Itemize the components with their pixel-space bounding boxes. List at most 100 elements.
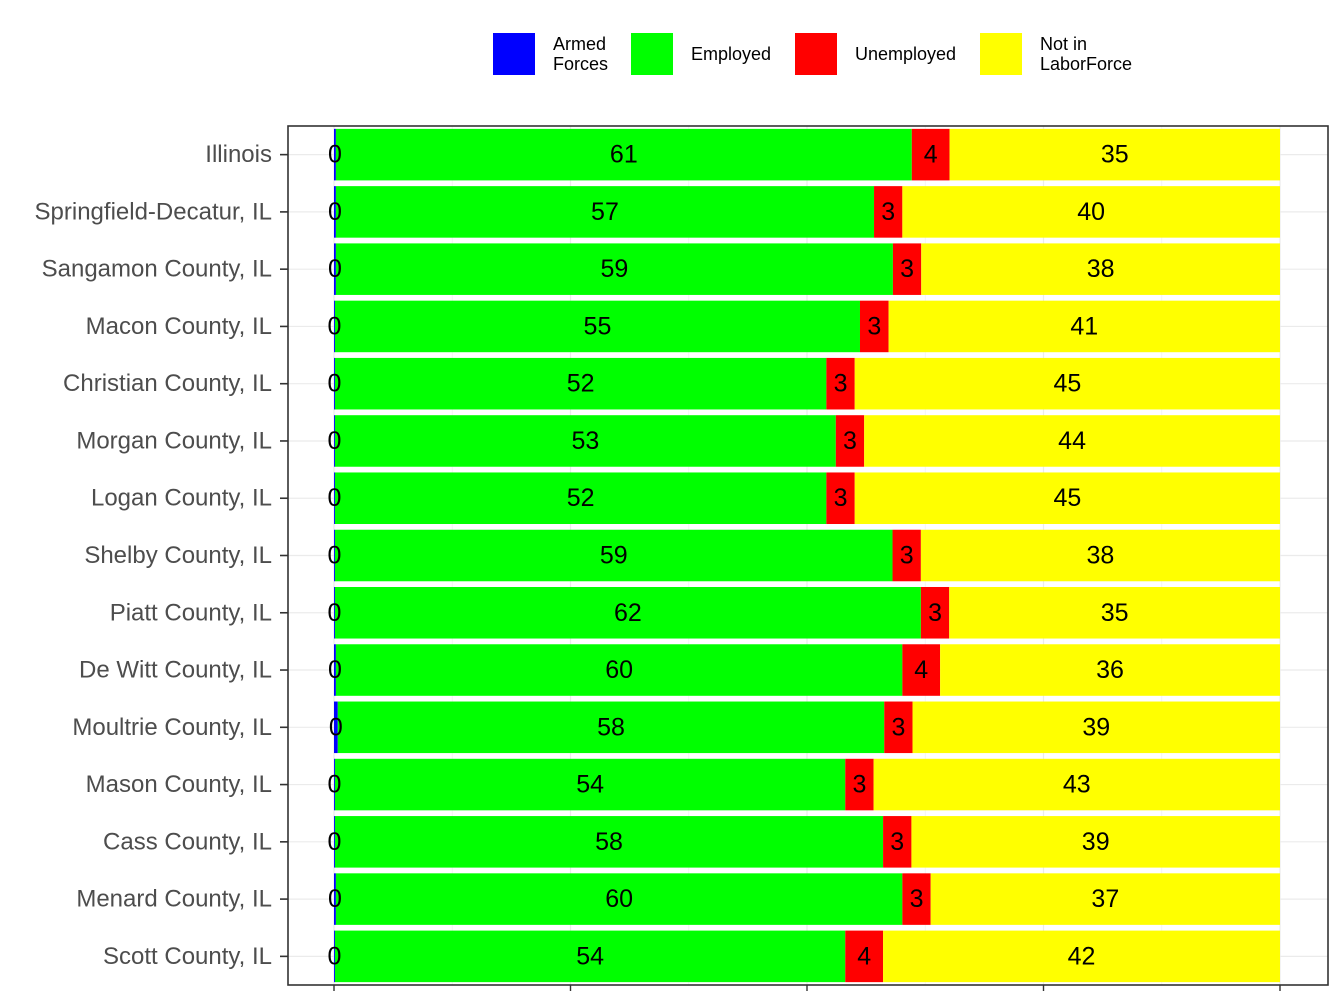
data-label-not-in-laborforce-piatt-county-il: 35: [1101, 599, 1129, 627]
data-label-employed-sangamon-county-il: 59: [600, 255, 628, 283]
bar-employed-sangamon-county-il: [335, 243, 893, 295]
data-label-employed-morgan-county-il: 53: [571, 427, 599, 455]
bar-not-in-laborforce-christian-county-il: [854, 357, 1280, 410]
data-label-armed-forces-shelby-county-il: 0: [328, 542, 342, 570]
legend-item-employed: Employed: [631, 33, 771, 75]
data-label-not-in-laborforce-de-witt-county-il: 36: [1096, 656, 1124, 684]
legend-key-employed: [631, 33, 673, 75]
data-label-not-in-laborforce-logan-county-il: 45: [1053, 484, 1081, 512]
bar-employed-cass-county-il: [334, 816, 884, 868]
data-label-unemployed-shelby-county-il: 3: [900, 542, 914, 570]
y-tick-label-piatt-county-il: Piatt County, IL: [110, 599, 272, 626]
bar-armed-forces-morgan-county-il: [334, 415, 335, 467]
y-tick-label-scott-county-il: Scott County, IL: [103, 943, 272, 970]
data-label-employed-springfield-decatur-il: 57: [591, 198, 619, 226]
bar-labels: 0 61 4 350 57 3 400 59 3 380 55 3 410 52 3 450 53 3 440 52 3…: [328, 141, 1129, 971]
data-label-armed-forces-piatt-county-il: 0: [328, 599, 342, 627]
legend-label-unemployed: Unemployed: [855, 44, 956, 64]
data-label-not-in-laborforce-christian-county-il: 45: [1053, 370, 1081, 398]
data-label-employed-moultrie-county-il: 58: [597, 713, 625, 741]
data-label-unemployed-logan-county-il: 3: [834, 484, 848, 512]
y-tick-label-morgan-county-il: Morgan County, IL: [76, 427, 272, 454]
data-label-unemployed-de-witt-county-il: 4: [914, 656, 928, 684]
data-label-armed-forces-mason-county-il: 0: [328, 771, 342, 799]
bar-armed-forces-menard-county-il: [334, 873, 336, 925]
data-label-armed-forces-de-witt-county-il: 0: [328, 656, 342, 684]
bar-armed-forces-shelby-county-il: [334, 529, 335, 582]
data-label-armed-forces-scott-county-il: 0: [328, 942, 342, 970]
data-label-employed-christian-county-il: 52: [567, 370, 595, 398]
y-tick-label-sangamon-county-il: Sangamon County, IL: [42, 256, 272, 283]
y-tick-label-shelby-county-il: Shelby County, IL: [84, 542, 272, 569]
legend-key-armed-forces: [493, 33, 535, 75]
data-label-unemployed-christian-county-il: 3: [834, 370, 848, 398]
data-label-not-in-laborforce-mason-county-il: 43: [1063, 771, 1091, 799]
legend-label-employed: Employed: [691, 44, 771, 64]
bar-not-in-laborforce-macon-county-il: [888, 300, 1280, 353]
category-axis-labels: Illinois Springfield-Decatur, IL Sangamon …: [35, 141, 288, 970]
bar-employed-shelby-county-il: [334, 529, 893, 582]
bar-unemployed-morgan-county-il: [835, 415, 865, 467]
data-label-not-in-laborforce-menard-county-il: 37: [1091, 885, 1119, 913]
bar-employed-scott-county-il: [334, 930, 846, 983]
data-label-not-in-laborforce-shelby-county-il: 38: [1087, 542, 1115, 570]
data-label-armed-forces-menard-county-il: 0: [328, 885, 342, 913]
y-tick-label-moultrie-county-il: Moultrie County, IL: [72, 714, 272, 741]
bar-unemployed-piatt-county-il: [920, 586, 950, 639]
bar-armed-forces-moultrie-county-il: [334, 701, 338, 754]
bar-employed-de-witt-county-il: [335, 644, 903, 696]
data-label-employed-scott-county-il: 54: [576, 942, 604, 970]
bar-employed-moultrie-county-il: [337, 701, 885, 754]
data-label-unemployed-springfield-decatur-il: 3: [881, 198, 895, 226]
bar-unemployed-de-witt-county-il: [902, 644, 941, 696]
bar-unemployed-logan-county-il: [826, 472, 855, 525]
bar-unemployed-scott-county-il: [845, 930, 884, 983]
bar-unemployed-illinois: [911, 128, 950, 181]
y-tick-label-de-witt-county-il: De Witt County, IL: [79, 657, 272, 684]
bar-employed-morgan-county-il: [334, 415, 836, 467]
data-label-armed-forces-cass-county-il: 0: [328, 828, 342, 856]
bar-armed-forces-sangamon-county-il: [334, 243, 336, 295]
bar-not-in-laborforce-de-witt-county-il: [940, 644, 1280, 696]
y-tick-label-mason-county-il: Mason County, IL: [86, 771, 272, 798]
data-label-unemployed-illinois: 4: [924, 141, 938, 169]
data-label-unemployed-macon-county-il: 3: [867, 312, 881, 340]
plot-panel: 0 61 4 350 57 3 400 59 3 380 55 3 410 52 3 450 53 3 440 52 3…: [287, 125, 1329, 991]
data-label-unemployed-piatt-county-il: 3: [928, 599, 942, 627]
data-label-unemployed-mason-county-il: 3: [852, 771, 866, 799]
bar-armed-forces-scott-county-il: [334, 930, 335, 983]
legend-item-unemployed: Unemployed: [795, 33, 956, 75]
bar-not-in-laborforce-piatt-county-il: [949, 586, 1280, 639]
bar-armed-forces-illinois: [334, 128, 336, 181]
data-label-armed-forces-moultrie-county-il: 0: [329, 713, 343, 741]
bar-employed-macon-county-il: [334, 300, 860, 353]
y-tick-label-macon-county-il: Macon County, IL: [86, 313, 272, 340]
data-label-not-in-laborforce-moultrie-county-il: 39: [1082, 713, 1110, 741]
data-label-employed-illinois: 61: [610, 141, 638, 169]
bar-not-in-laborforce-springfield-decatur-il: [902, 186, 1280, 238]
data-label-employed-logan-county-il: 52: [567, 484, 595, 512]
bar-not-in-laborforce-logan-county-il: [854, 472, 1280, 525]
data-label-unemployed-sangamon-county-il: 3: [900, 255, 914, 283]
y-tick-label-illinois: Illinois: [205, 141, 272, 168]
y-tick-label-logan-county-il: Logan County, IL: [91, 485, 272, 512]
y-tick-label-springfield-decatur-il: Springfield-Decatur, IL: [35, 198, 272, 225]
bar-armed-forces-piatt-county-il: [334, 586, 335, 639]
bar-unemployed-menard-county-il: [902, 873, 931, 925]
data-label-not-in-laborforce-cass-county-il: 39: [1082, 828, 1110, 856]
y-tick-label-christian-county-il: Christian County, IL: [63, 370, 272, 397]
bar-not-in-laborforce-moultrie-county-il: [912, 701, 1280, 754]
data-label-employed-mason-county-il: 54: [576, 771, 604, 799]
bar-employed-illinois: [335, 128, 912, 181]
bar-employed-christian-county-il: [334, 357, 827, 410]
data-label-not-in-laborforce-morgan-county-il: 44: [1058, 427, 1086, 455]
bar-unemployed-shelby-county-il: [892, 529, 921, 582]
bar-unemployed-moultrie-county-il: [884, 701, 913, 754]
bar-armed-forces-de-witt-county-il: [334, 644, 336, 696]
bar-employed-mason-county-il: [334, 758, 846, 811]
bar-unemployed-christian-county-il: [826, 357, 855, 410]
bar-armed-forces-christian-county-il: [334, 357, 335, 410]
data-label-armed-forces-logan-county-il: 0: [328, 484, 342, 512]
y-tick-label-menard-county-il: Menard County, IL: [76, 886, 272, 913]
